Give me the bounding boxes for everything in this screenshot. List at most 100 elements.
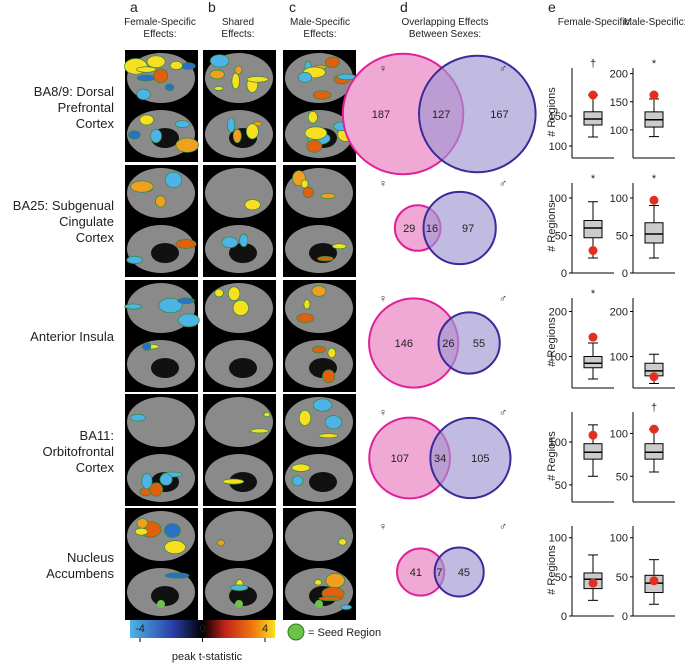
y-tick-label: 100: [610, 125, 628, 137]
y-tick-label: 50: [555, 231, 567, 243]
y-tick-label: 0: [622, 268, 628, 280]
brain-blob: [239, 233, 249, 247]
y-tick-label: 200: [610, 307, 628, 319]
column-header: Female-Specific Effects:: [124, 17, 196, 40]
male-symbol: ♂: [499, 293, 507, 305]
venn-male: [437, 311, 501, 375]
brain-blob: [296, 313, 315, 324]
y-tick-label: 100: [610, 428, 628, 440]
brain-blob: [340, 604, 352, 610]
panel-letter: e: [548, 0, 556, 15]
seed-icon: [287, 623, 305, 641]
venn-count: 105: [471, 453, 489, 465]
brain-image: [124, 280, 200, 392]
column-header: Shared Effects:: [221, 17, 254, 40]
brain-blob: [246, 76, 269, 83]
y-axis-label: # Regions: [546, 317, 558, 367]
brain-blob: [307, 110, 318, 124]
brain-image: [203, 50, 276, 162]
brain-ventricle: [151, 586, 179, 606]
brain-blob: [169, 61, 183, 70]
brain-blob: [298, 72, 313, 83]
panel-letter: a: [130, 0, 138, 15]
box: [583, 220, 603, 239]
brain-blob: [231, 72, 240, 90]
brain-blob: [332, 243, 347, 250]
brain-blob: [216, 539, 225, 547]
brain-blob: [227, 117, 236, 133]
brain-blob: [338, 538, 347, 546]
y-tick-label: 100: [549, 193, 567, 205]
brain-blob: [174, 120, 191, 128]
box: [583, 356, 603, 369]
brain-blob: [209, 69, 225, 80]
female-symbol: ♀: [379, 521, 387, 533]
y-tick-label: 100: [610, 352, 628, 364]
y-axis-label: # Regions: [546, 87, 558, 137]
venn-male: [429, 416, 512, 500]
y-tick-label: 200: [610, 69, 628, 81]
brain-image: [283, 280, 356, 392]
venn-count: 146: [395, 338, 413, 350]
brain-blob: [177, 297, 195, 304]
brain-blob: [130, 413, 147, 422]
y-tick-label: 50: [616, 471, 628, 483]
brain-blob: [245, 123, 259, 140]
y-tick-label: 200: [549, 307, 567, 319]
column-header: Overlapping Effects Between Sexes:: [401, 17, 488, 40]
brain-ventricle: [229, 243, 257, 263]
row-label: BA25: Subgenual Cingulate Cortex: [13, 198, 115, 245]
observed-point: [649, 195, 659, 205]
brain-blob: [312, 398, 333, 412]
brain-blob: [300, 179, 309, 189]
colorbar-tick-label: 0: [199, 623, 205, 635]
venn-count: 45: [458, 567, 470, 579]
y-tick-label: 50: [555, 480, 567, 492]
row-label: Anterior Insula: [30, 329, 115, 344]
female-symbol: ♀: [379, 293, 387, 305]
significance-marker: *: [652, 58, 657, 70]
colorbar-label: peak t-statistic: [172, 651, 243, 663]
brain-blob: [164, 572, 190, 579]
brain-lateral: [127, 511, 195, 561]
brain-blob: [164, 171, 183, 188]
brain-blob: [322, 369, 336, 384]
venn-count: 34: [434, 453, 446, 465]
y-tick-label: 100: [549, 352, 567, 364]
y-tick-label: 100: [549, 437, 567, 449]
venn-count: 97: [462, 223, 474, 235]
y-axis-label: # Regions: [546, 431, 558, 481]
y-tick-label: 150: [549, 111, 567, 123]
brain-lateral: [127, 168, 195, 218]
brain-blob: [325, 573, 345, 589]
brain-blob: [175, 239, 197, 249]
brain-blob: [146, 55, 166, 68]
brain-blob: [209, 54, 230, 68]
brain-blob: [177, 313, 200, 328]
venn-count: 55: [473, 338, 485, 350]
brain-image: [283, 394, 356, 506]
brain-ventricle: [309, 472, 337, 492]
brain-blob: [158, 297, 183, 314]
y-tick-label: 50: [616, 231, 628, 243]
brain-image: [125, 165, 198, 277]
male-symbol: ♂: [499, 521, 507, 533]
venn-male: [422, 190, 497, 266]
observed-point: [649, 372, 659, 382]
panel-letter: c: [289, 0, 296, 15]
observed-point: [588, 332, 598, 342]
venn-count: 127: [432, 109, 450, 121]
column-header: Female-Specific:: [558, 17, 632, 28]
brain-lateral: [285, 511, 353, 561]
brain-blob: [136, 66, 157, 73]
y-tick-label: 100: [549, 533, 567, 545]
brain-blob: [150, 129, 162, 144]
row-label: Nucleus Accumbens: [46, 550, 114, 581]
brain-blob: [139, 114, 155, 126]
y-tick-label: 50: [555, 572, 567, 584]
brain-blob: [136, 518, 149, 529]
brain-blob: [134, 527, 148, 536]
brain-blob: [136, 74, 156, 82]
brain-blob: [327, 347, 337, 358]
venn-count: 29: [403, 223, 415, 235]
